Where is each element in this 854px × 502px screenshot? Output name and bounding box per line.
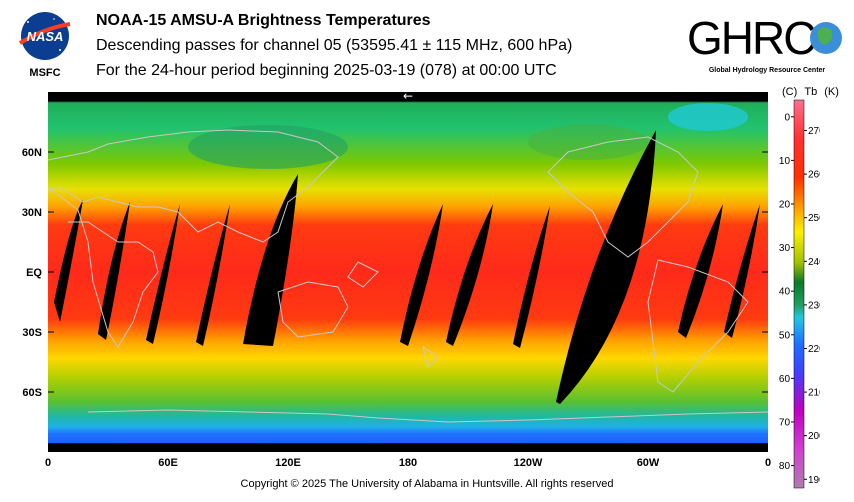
coastlines [48,129,768,423]
lon-label-60e: 60E [158,457,178,469]
colorbar-kelvin-label: 190 [808,475,820,486]
colorbar-kelvin-label: 250 [808,213,820,224]
lat-label-60n: 60N [21,147,42,159]
lon-label-120e: 120E [275,457,301,469]
colorbar-celsius-label: -50 [779,330,790,341]
colorbar-kelvin-label: 200 [808,431,820,442]
colorbar-celsius-label: -60 [779,374,790,385]
colorbar-ticks: 270 260 250 240 230 220 210 200 190 0 -10 -20 -30 -40… [779,112,820,485]
subtitle: Descending passes for channel 05 (53595.… [96,37,573,54]
brightness-temperature-map: ← [48,92,768,452]
copyright-notice: Copyright © 2025 The University of Alaba… [240,478,614,490]
lat-label-60s: 60S [22,387,42,399]
page-title: NOAA-15 AMSU-A Brightness Temperatures [96,12,431,29]
colorbar-header-celsius: (C) [782,86,798,98]
cold-patch-arctic [668,103,748,131]
colorbar-celsius-label: -40 [779,287,790,298]
colorbar-celsius-label: 0 [784,112,790,123]
colorbar-kelvin-label: 270 [808,126,820,137]
colorbar-celsius-label: -20 [779,199,790,210]
cold-patch-north-america [528,124,648,160]
lat-label-30n: 30N [21,207,42,219]
lat-label-30s: 30S [22,327,42,339]
missing-data-gaps [54,130,760,404]
axis-ticks [48,151,768,393]
lon-label-180: 180 [398,457,418,469]
colorbar-kelvin-label: 220 [808,344,820,355]
period-label: For the 24-hour period beginning 2025-03… [96,62,557,79]
colorbar-celsius-label: -70 [779,417,790,428]
lon-label-120w: 120W [513,457,543,469]
colorbar-celsius-label: -80 [779,461,790,472]
ghrc-logo-text: GHRC [687,12,815,64]
lon-label-0: 0 [44,457,52,469]
ghrc-logo: GHRC Global Hydrology Resource Center [687,12,842,74]
colorbar-kelvin-label: 210 [808,388,820,399]
temperature-field [48,92,768,452]
colorbar-kelvin-label: 230 [808,300,820,311]
colorbar-header-tb: Tb [804,86,818,98]
center-label: MSFC [29,67,61,79]
ghrc-tagline: Global Hydrology Resource Center [709,67,826,74]
colorbar-header-kelvin: (K) [824,86,839,98]
colorbar-celsius-label: -10 [779,156,790,167]
lat-label-eq: EQ [26,267,42,279]
colorbar-celsius-label: -30 [779,243,790,254]
colorbar-gradient [793,99,805,489]
colorbar-kelvin-label: 260 [808,170,820,181]
nasa-logo: NASA [18,12,71,60]
nasa-logo-text: NASA [27,29,64,44]
colorbar-kelvin-label: 240 [808,257,820,268]
lon-label-60w: 60W [636,457,660,469]
pass-direction-arrow: ← [403,92,413,103]
colorbar: 270 260 250 240 230 220 210 200 190 0 -10 -20 -30 -40… [779,99,820,489]
lon-label-0-east: 0 [764,457,772,469]
colorbar-header: (C) Tb (K) [782,86,839,98]
cold-patch-siberia [188,125,348,169]
